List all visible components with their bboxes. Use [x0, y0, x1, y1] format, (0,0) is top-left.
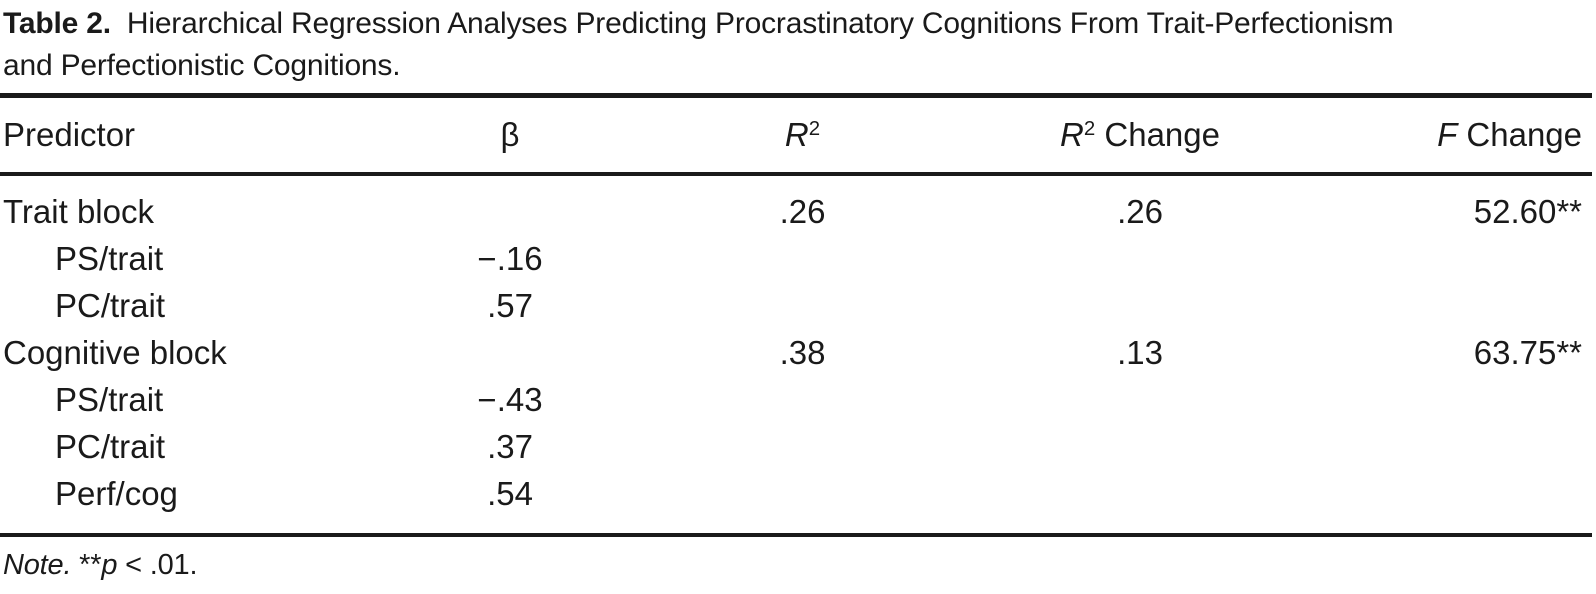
cell-predictor: Cognitive block: [3, 333, 227, 371]
header-r-squared-change: R2 Change: [965, 95, 1315, 176]
cell-f-change: [1315, 423, 1592, 470]
cell-r-squared: .26: [779, 192, 826, 230]
table-body: Trait block .26 .26 52.60** PS/trait −.1…: [0, 174, 1592, 535]
cell-f-change: [1315, 235, 1592, 282]
cell-r-squared-change: [965, 376, 1315, 423]
cell-beta: −.16: [477, 239, 543, 277]
cell-f-change: [1315, 470, 1592, 535]
cell-r-squared-change: [965, 423, 1315, 470]
note-p-symbol: p: [101, 549, 118, 581]
cell-predictor: PC/trait: [55, 427, 166, 465]
cell-r-squared: [640, 235, 965, 282]
regression-table: Predictor β R2 R2 Change F Change Trait …: [0, 93, 1592, 537]
header-r-squared: R2: [640, 95, 965, 176]
table-row: PS/trait −.43: [0, 376, 1592, 423]
table-caption-line1: Hierarchical Regression Analyses Predict…: [126, 7, 1394, 40]
cell-r-squared-change: [965, 235, 1315, 282]
cell-beta: [380, 174, 640, 235]
cell-beta: .57: [487, 286, 533, 324]
table-row: PC/trait .37: [0, 423, 1592, 470]
table-row: Perf/cog .54: [0, 470, 1592, 535]
cell-beta: .37: [487, 427, 533, 465]
header-f-change: F Change: [1315, 95, 1592, 176]
note-asterisks: **: [71, 549, 102, 581]
cell-beta: −.43: [477, 380, 543, 418]
header-predictor: Predictor: [0, 95, 380, 176]
cell-r-squared-change: [965, 282, 1315, 329]
table-header: Predictor β R2 R2 Change F Change: [0, 95, 1592, 176]
table-footnote: Note. **p < .01.: [3, 549, 198, 582]
table-row: Trait block .26 .26 52.60**: [0, 174, 1592, 235]
cell-predictor: PS/trait: [55, 380, 164, 418]
header-row: Predictor β R2 R2 Change F Change: [0, 95, 1592, 176]
cell-r-squared-change: .13: [1117, 333, 1163, 371]
cell-r-squared: [640, 423, 965, 470]
cell-f-change: [1315, 376, 1592, 423]
cell-r-squared: [640, 282, 965, 329]
cell-f-change: [1315, 282, 1592, 329]
table-caption: Table 2. Hierarchical Regression Analyses…: [3, 3, 1394, 87]
note-label: Note.: [3, 549, 72, 581]
cell-predictor: PS/trait: [55, 239, 164, 277]
cell-f-change: 63.75**: [1473, 333, 1582, 371]
cell-r-squared: [640, 376, 965, 423]
cell-r-squared: .38: [779, 333, 826, 371]
cell-r-squared-change: .26: [1117, 192, 1163, 230]
table-row: PS/trait −.16: [0, 235, 1592, 282]
cell-beta: .54: [487, 474, 533, 512]
table-caption-line2: and Perfectionistic Cognitions.: [3, 49, 401, 82]
table-row: PC/trait .57: [0, 282, 1592, 329]
note-threshold: < .01.: [117, 549, 198, 581]
cell-predictor: Perf/cog: [55, 474, 178, 512]
table-row: Cognitive block .38 .13 63.75**: [0, 329, 1592, 376]
header-beta: β: [380, 95, 640, 176]
cell-beta: [380, 329, 640, 376]
cell-predictor: Trait block: [3, 192, 154, 230]
cell-r-squared-change: [965, 470, 1315, 535]
cell-f-change: 52.60**: [1473, 192, 1582, 230]
table-number-label: Table 2.: [3, 7, 111, 40]
cell-predictor: PC/trait: [55, 286, 166, 324]
cell-r-squared: [640, 470, 965, 535]
